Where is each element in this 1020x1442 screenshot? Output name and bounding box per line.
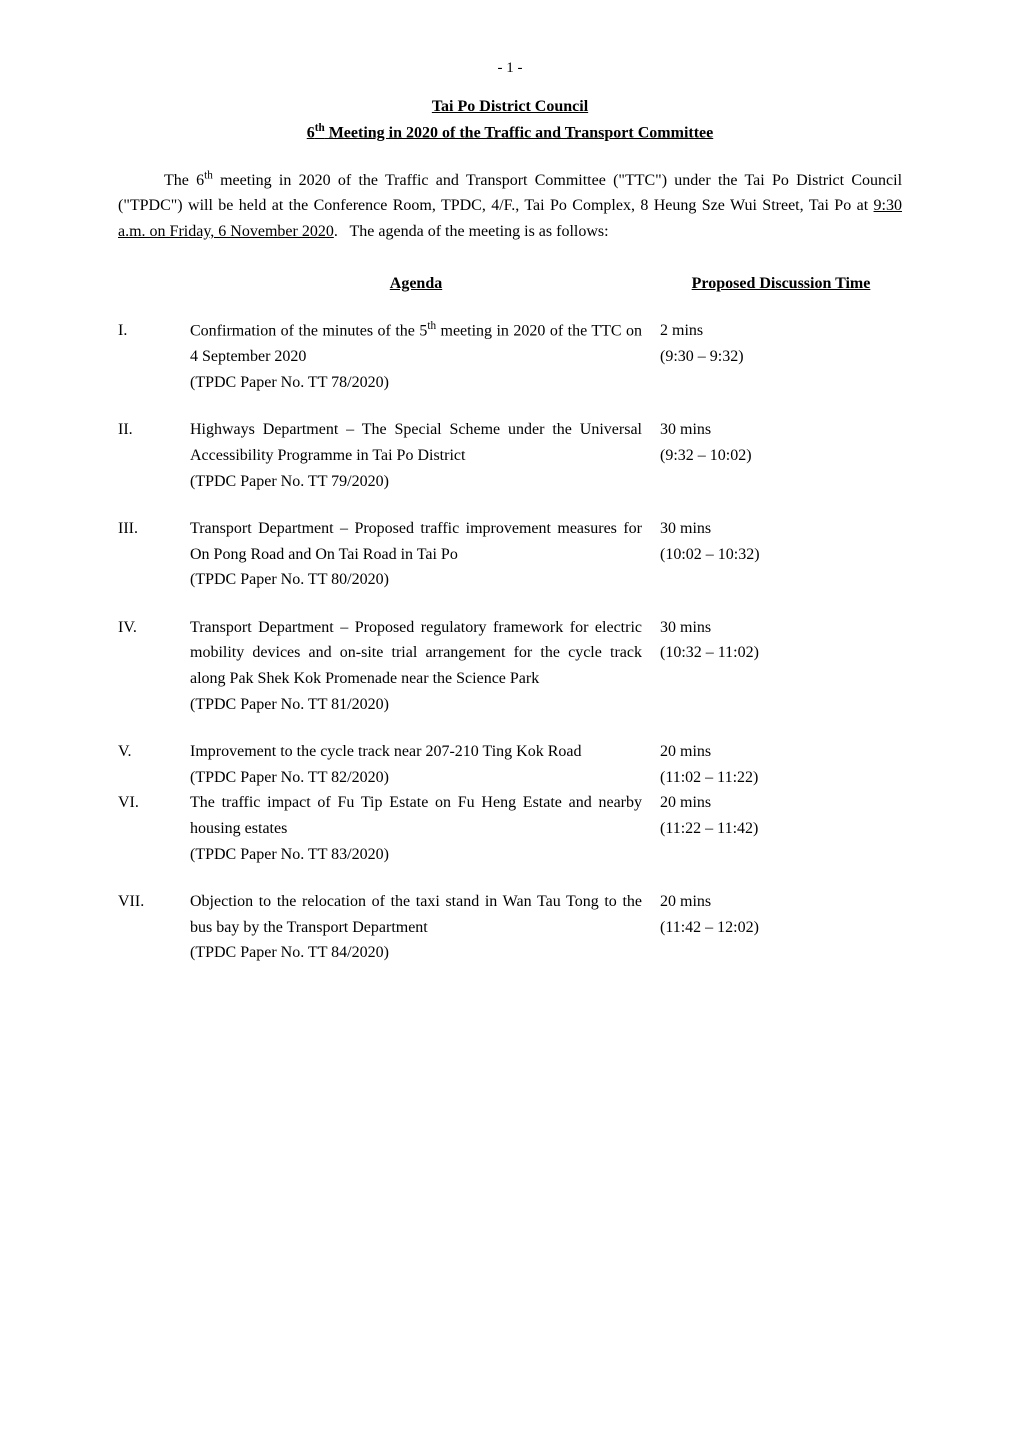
item-body: Transport Department – Proposed regulato… xyxy=(190,615,660,717)
item-title: The traffic impact of Fu Tip Estate on F… xyxy=(190,790,642,841)
item-body: Transport Department – Proposed traffic … xyxy=(190,516,660,593)
item-title: Objection to the relocation of the taxi … xyxy=(190,889,642,940)
item-time-range: (9:32 – 10:02) xyxy=(660,443,902,469)
item-time: 20 mins(11:02 – 11:22) xyxy=(660,739,902,790)
item-time-range: (11:42 – 12:02) xyxy=(660,915,902,941)
agenda-item: III.Transport Department – Proposed traf… xyxy=(118,516,902,593)
item-number: I. xyxy=(118,318,190,395)
item-time-range: (10:32 – 11:02) xyxy=(660,640,902,666)
item-title: Transport Department – Proposed regulato… xyxy=(190,615,642,692)
item-title: Confirmation of the minutes of the 5th m… xyxy=(190,318,642,370)
intro-paragraph: The 6th meeting in 2020 of the Traffic a… xyxy=(118,168,902,245)
item-time-range: (10:02 – 10:32) xyxy=(660,542,902,568)
item-time: 20 mins(11:22 – 11:42) xyxy=(660,790,902,867)
agenda-heading: Agenda xyxy=(190,271,660,297)
item-title: Highways Department – The Special Scheme… xyxy=(190,417,642,468)
intro-text: The 6th meeting in 2020 of the Traffic a… xyxy=(118,172,902,240)
title-line-2: 6th Meeting in 2020 of the Traffic and T… xyxy=(118,120,902,146)
agenda-items: I.Confirmation of the minutes of the 5th… xyxy=(118,318,902,966)
item-reference: (TPDC Paper No. TT 84/2020) xyxy=(190,940,642,966)
item-body: Objection to the relocation of the taxi … xyxy=(190,889,660,966)
item-duration: 20 mins xyxy=(660,790,902,816)
item-title: Transport Department – Proposed traffic … xyxy=(190,516,642,567)
item-time: 30 mins(9:32 – 10:02) xyxy=(660,417,902,494)
title-line-1: Tai Po District Council xyxy=(118,94,902,120)
item-time: 2 mins(9:30 – 9:32) xyxy=(660,318,902,395)
item-reference: (TPDC Paper No. TT 81/2020) xyxy=(190,692,642,718)
item-number: IV. xyxy=(118,615,190,717)
item-duration: 30 mins xyxy=(660,615,902,641)
item-number: VII. xyxy=(118,889,190,966)
item-duration: 30 mins xyxy=(660,417,902,443)
item-reference: (TPDC Paper No. TT 79/2020) xyxy=(190,469,642,495)
item-reference: (TPDC Paper No. TT 82/2020) xyxy=(190,765,642,791)
item-duration: 20 mins xyxy=(660,739,902,765)
agenda-item: VI.The traffic impact of Fu Tip Estate o… xyxy=(118,790,902,867)
page: - 1 - Tai Po District Council 6th Meetin… xyxy=(0,0,1020,1442)
item-time: 20 mins(11:42 – 12:02) xyxy=(660,889,902,966)
item-reference: (TPDC Paper No. TT 78/2020) xyxy=(190,370,642,396)
item-time: 30 mins(10:02 – 10:32) xyxy=(660,516,902,593)
item-body: Confirmation of the minutes of the 5th m… xyxy=(190,318,660,395)
item-time-range: (11:22 – 11:42) xyxy=(660,816,902,842)
item-time: 30 mins(10:32 – 11:02) xyxy=(660,615,902,717)
item-time-range: (11:02 – 11:22) xyxy=(660,765,902,791)
item-body: The traffic impact of Fu Tip Estate on F… xyxy=(190,790,660,867)
page-number: - 1 - xyxy=(0,56,1020,80)
item-body: Highways Department – The Special Scheme… xyxy=(190,417,660,494)
time-heading: Proposed Discussion Time xyxy=(660,271,902,297)
item-number: II. xyxy=(118,417,190,494)
agenda-item: II.Highways Department – The Special Sch… xyxy=(118,417,902,494)
agenda-item: I.Confirmation of the minutes of the 5th… xyxy=(118,318,902,395)
header-spacer xyxy=(118,271,190,297)
item-duration: 30 mins xyxy=(660,516,902,542)
item-reference: (TPDC Paper No. TT 80/2020) xyxy=(190,567,642,593)
agenda-item: V.Improvement to the cycle track near 20… xyxy=(118,739,902,790)
item-number: V. xyxy=(118,739,190,790)
item-body: Improvement to the cycle track near 207-… xyxy=(190,739,660,790)
item-title: Improvement to the cycle track near 207-… xyxy=(190,739,642,765)
item-time-range: (9:30 – 9:32) xyxy=(660,344,902,370)
item-duration: 2 mins xyxy=(660,318,902,344)
agenda-item: VII.Objection to the relocation of the t… xyxy=(118,889,902,966)
document-title: Tai Po District Council 6th Meeting in 2… xyxy=(118,94,902,146)
item-number: VI. xyxy=(118,790,190,867)
table-header-row: Agenda Proposed Discussion Time xyxy=(118,271,902,297)
item-reference: (TPDC Paper No. TT 83/2020) xyxy=(190,842,642,868)
item-number: III. xyxy=(118,516,190,593)
item-duration: 20 mins xyxy=(660,889,902,915)
agenda-item: IV.Transport Department – Proposed regul… xyxy=(118,615,902,717)
